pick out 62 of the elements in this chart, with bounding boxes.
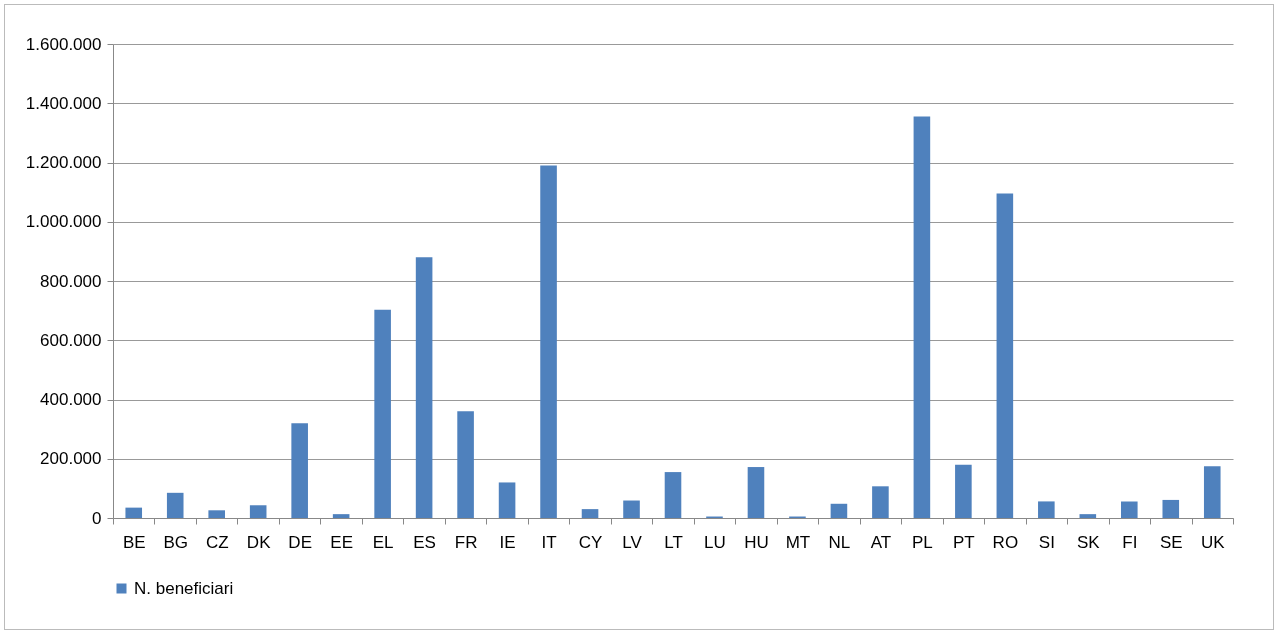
bar: [1121, 501, 1138, 518]
bar: [996, 193, 1014, 518]
x-tick-label: LT: [664, 532, 683, 552]
bar: [125, 507, 143, 518]
bar: [457, 411, 474, 518]
x-tick-label: HU: [744, 532, 769, 552]
y-tick-label: 600.000: [40, 330, 102, 350]
bar: [623, 500, 640, 518]
bar: [1162, 499, 1180, 518]
y-tick-label: 0: [92, 508, 102, 528]
bar: [415, 257, 433, 518]
y-tick-label: 1.000.000: [25, 212, 102, 232]
bar: [913, 116, 931, 518]
bar: [581, 509, 599, 518]
bar: [955, 464, 972, 518]
y-tick-label: 200.000: [40, 449, 102, 469]
x-tick-label: BE: [122, 532, 146, 552]
x-tick-label: RO: [992, 532, 1019, 552]
x-tick-label: CY: [578, 532, 603, 552]
bar: [830, 503, 848, 518]
x-tick-label: AT: [870, 532, 892, 552]
x-tick-label: IE: [499, 532, 516, 552]
y-tick-label: 400.000: [40, 390, 102, 409]
x-tick-label: IT: [541, 532, 557, 552]
x-tick-label: EE: [330, 532, 353, 552]
legend-label: N. beneficiari: [134, 578, 234, 598]
x-tick-label: EL: [372, 532, 394, 552]
bar: [498, 482, 516, 518]
x-tick-label: PT: [953, 532, 975, 552]
x-tick-label: ES: [413, 532, 436, 552]
x-tick-label: BG: [163, 532, 188, 552]
x-tick-label: LV: [622, 532, 643, 552]
y-tick-label: 1.400.000: [25, 93, 102, 113]
x-tick-label: UK: [1200, 532, 1226, 552]
bar: [332, 514, 350, 518]
bar: [291, 423, 308, 518]
x-tick-label: SI: [1038, 532, 1055, 552]
bar: [540, 165, 557, 518]
x-tick-label: SE: [1159, 532, 1183, 552]
x-tick-label: DK: [246, 532, 272, 552]
bar: [664, 472, 682, 518]
bar: [872, 486, 889, 518]
x-tick-label: FR: [454, 532, 478, 552]
bar: [166, 492, 184, 518]
x-tick-label: PL: [911, 532, 933, 552]
y-tick-label: 1.600.000: [25, 34, 102, 54]
bar: [1203, 466, 1221, 518]
bar: [249, 505, 267, 518]
x-tick-label: NL: [828, 532, 851, 552]
x-tick-label: CZ: [205, 532, 229, 552]
x-tick-label: MT: [785, 532, 811, 552]
x-tick-label: LU: [704, 532, 726, 552]
bar: [1079, 514, 1097, 518]
bar: [374, 309, 391, 518]
x-tick-label: SK: [1076, 532, 1101, 552]
bar: [1038, 501, 1055, 518]
bar: [747, 467, 765, 518]
x-tick-label: DE: [288, 532, 312, 552]
y-tick-label: 1.200.000: [25, 153, 102, 172]
y-tick-label: 800.000: [40, 271, 102, 291]
x-tick-label: FI: [1122, 532, 1138, 552]
bar: [208, 510, 225, 518]
